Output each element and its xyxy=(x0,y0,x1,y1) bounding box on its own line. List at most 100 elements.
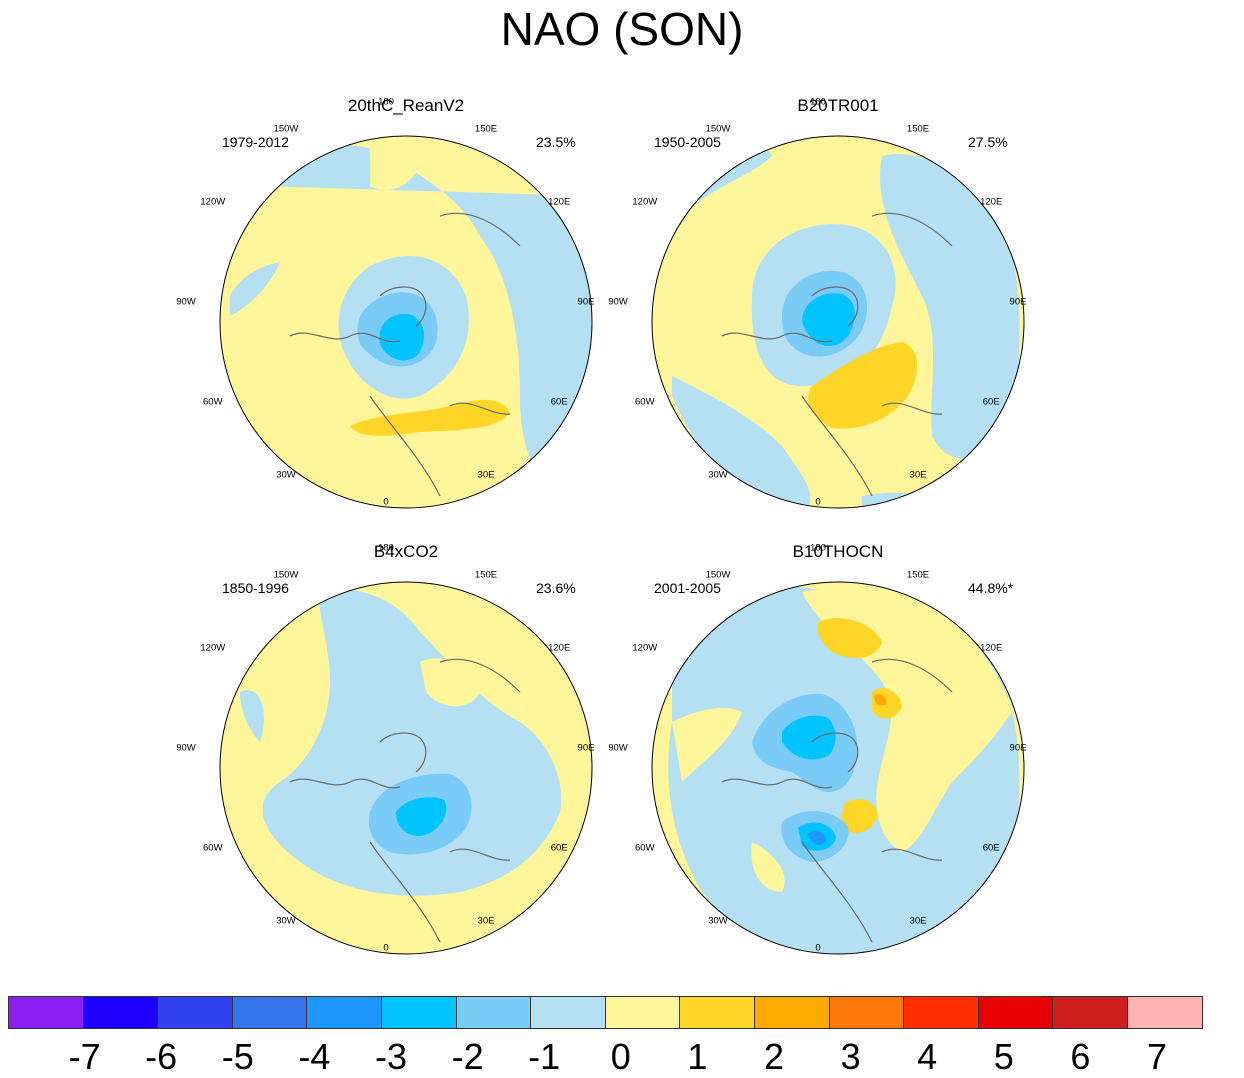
longitude-label: 90E xyxy=(577,742,595,754)
longitude-label: 30E xyxy=(477,915,495,927)
coastline xyxy=(721,778,833,789)
longitude-label: 60E xyxy=(550,842,568,854)
contour-region xyxy=(840,799,878,834)
coastline xyxy=(881,402,943,415)
contour-region xyxy=(751,842,785,892)
longitude-label: 120E xyxy=(980,642,1003,654)
panel-title: B10THOCN xyxy=(792,542,884,561)
coastline xyxy=(881,848,943,861)
longitude-label: 180 xyxy=(810,542,826,554)
longitude-label: 60W xyxy=(635,842,655,854)
longitude-label: 150E xyxy=(474,123,498,135)
panel-variance: 23.5% xyxy=(536,134,576,150)
longitude-label: 90E xyxy=(1009,742,1027,754)
coastline xyxy=(449,402,511,415)
colorbar-label: 4 xyxy=(917,1036,938,1077)
panel-years: 2001-2005 xyxy=(654,580,721,596)
coastline xyxy=(439,658,521,693)
longitude-label: 180 xyxy=(378,542,394,554)
colorbar-label: -2 xyxy=(451,1036,484,1077)
colorbar-swatch xyxy=(828,996,905,1029)
longitude-label: 120E xyxy=(980,196,1003,208)
panel-title: 20thC_ReanV2 xyxy=(347,96,465,115)
contour-region xyxy=(808,831,826,845)
longitude-label: 150W xyxy=(273,123,299,135)
longitude-label: 30W xyxy=(276,469,296,481)
map-border xyxy=(651,581,1025,955)
longitude-label: 180 xyxy=(378,96,394,108)
longitude-label: 30W xyxy=(708,469,728,481)
coastline xyxy=(811,286,859,327)
colorbar-label: -1 xyxy=(528,1036,561,1077)
coastline xyxy=(289,778,401,789)
colorbar-swatch xyxy=(753,996,830,1029)
map-panel: B20TR001 1950-2005 27.5% 180 150E 120E 90E 6… xyxy=(608,96,1072,536)
panel-variance: 23.6% xyxy=(536,580,576,596)
contour-region xyxy=(262,589,562,896)
longitude-label: 120W xyxy=(200,196,226,208)
map-panel: B4xCO2 1850-1996 23.6% 180 150E 120E 90E 60E… xyxy=(176,542,640,982)
coastline xyxy=(801,395,873,497)
colorbar-swatch xyxy=(1126,996,1203,1029)
figure-title: NAO (SON) xyxy=(500,3,744,55)
map-border xyxy=(651,135,1025,509)
coastline xyxy=(379,732,427,773)
polar-map xyxy=(219,581,593,955)
coastline xyxy=(811,732,859,773)
longitude-label: 60W xyxy=(203,396,223,408)
colorbar-label: -3 xyxy=(374,1036,408,1077)
longitude-label: 150W xyxy=(273,569,299,581)
colorbar-swatch xyxy=(231,996,308,1029)
colorbar-swatch xyxy=(82,996,159,1029)
colorbar-label: 5 xyxy=(993,1036,1014,1077)
coastline xyxy=(439,212,521,247)
coastline xyxy=(289,332,401,343)
longitude-label: 120W xyxy=(632,196,658,208)
colorbar-label: 2 xyxy=(763,1036,785,1077)
panel-years: 1850-1996 xyxy=(222,580,289,596)
contour-region xyxy=(350,399,510,436)
contour-region xyxy=(874,694,887,706)
longitude-label: 60E xyxy=(550,396,568,408)
colorbar-label: -6 xyxy=(145,1036,178,1077)
longitude-label: 90W xyxy=(176,296,196,308)
longitude-label: 30E xyxy=(909,469,927,481)
coastline xyxy=(369,841,441,943)
longitude-label: 0 xyxy=(383,496,389,508)
polar-map xyxy=(651,581,1025,955)
colorbar-label: 1 xyxy=(687,1036,708,1077)
panel-title: B4xCO2 xyxy=(373,542,439,561)
panel-years: 1979-2012 xyxy=(222,134,289,150)
colorbar-label: 0 xyxy=(610,1036,631,1077)
contour-region xyxy=(808,342,918,429)
colorbar-swatch xyxy=(306,996,382,1029)
polar-map xyxy=(651,135,1025,509)
panel-variance: 27.5% xyxy=(968,134,1008,150)
colorbar-swatch xyxy=(903,996,979,1029)
colorbar-swatch xyxy=(157,996,233,1029)
colorbar-swatch xyxy=(380,996,457,1029)
colorbar-label: 7 xyxy=(1146,1036,1168,1077)
coastline xyxy=(449,848,511,861)
longitude-label: 150E xyxy=(906,569,930,581)
map-border xyxy=(219,581,593,955)
contour-region xyxy=(230,262,280,316)
contour-region xyxy=(370,139,420,190)
longitude-label: 0 xyxy=(815,496,821,508)
longitude-label: 90W xyxy=(608,742,628,754)
longitude-label: 150W xyxy=(705,123,731,135)
longitude-label: 120E xyxy=(548,196,571,208)
contour-region xyxy=(240,690,264,742)
longitude-label: 150E xyxy=(906,123,930,135)
panel-years: 1950-2005 xyxy=(654,134,721,150)
map-border xyxy=(219,135,593,509)
longitude-label: 90E xyxy=(1009,296,1027,308)
contour-region xyxy=(782,715,836,760)
coastline xyxy=(379,286,427,327)
contour-region xyxy=(802,293,855,347)
contour-region xyxy=(802,588,1012,852)
longitude-label: 60W xyxy=(203,842,223,854)
contour-region xyxy=(672,707,742,782)
colorbar-label: -5 xyxy=(221,1036,254,1077)
contour-region xyxy=(379,313,424,361)
